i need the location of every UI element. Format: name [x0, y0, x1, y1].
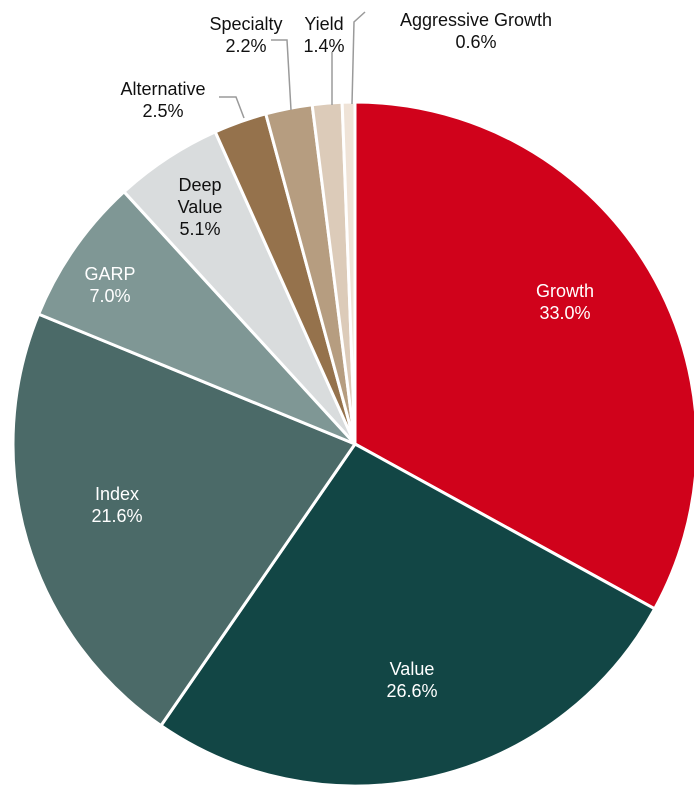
- slice-value-label-aggressive-growth: 0.6%: [455, 32, 496, 52]
- leader-line-specialty: [271, 39, 292, 111]
- slice-name-label-deep-value: Value: [178, 197, 223, 217]
- pie-slice-growth: [353, 100, 694, 611]
- slice-name-label-yield: Yield: [304, 14, 343, 34]
- slice-name-label-value: Value: [390, 659, 435, 679]
- slice-name-label-deep-value: Deep: [178, 175, 221, 195]
- slice-value-label-growth: 33.0%: [539, 303, 590, 323]
- slice-name-label-aggressive-growth: Aggressive Growth: [400, 10, 552, 30]
- pie-slice-garp: [37, 190, 357, 446]
- leader-line-aggressive-growth: [351, 11, 366, 105]
- slice-name-label-specialty: Specialty: [209, 14, 282, 34]
- slice-value-label-specialty: 2.2%: [225, 36, 266, 56]
- slice-name-label-growth: Growth: [536, 281, 594, 301]
- leader-lines: [219, 11, 366, 119]
- slice-value-label-value: 26.6%: [386, 681, 437, 701]
- slice-name-label-garp: GARP: [84, 264, 135, 284]
- leader-line-alternative: [219, 96, 245, 119]
- pie-slice-aggressive-growth: [340, 100, 357, 446]
- slice-value-label-alternative: 2.5%: [142, 101, 183, 121]
- slice-value-label-garp: 7.0%: [89, 286, 130, 306]
- slice-value-label-index: 21.6%: [91, 506, 142, 526]
- slice-labels: Growth33.0%Value26.6%Index21.6%GARP7.0%D…: [84, 10, 594, 701]
- slice-value-label-deep-value: 5.1%: [179, 219, 220, 239]
- slice-value-label-yield: 1.4%: [303, 36, 344, 56]
- pie-slice-index: [11, 312, 357, 728]
- slice-name-label-alternative: Alternative: [120, 79, 205, 99]
- slice-name-label-index: Index: [95, 484, 139, 504]
- pie-slice-value: [159, 442, 657, 788]
- pie-slices: [11, 100, 694, 788]
